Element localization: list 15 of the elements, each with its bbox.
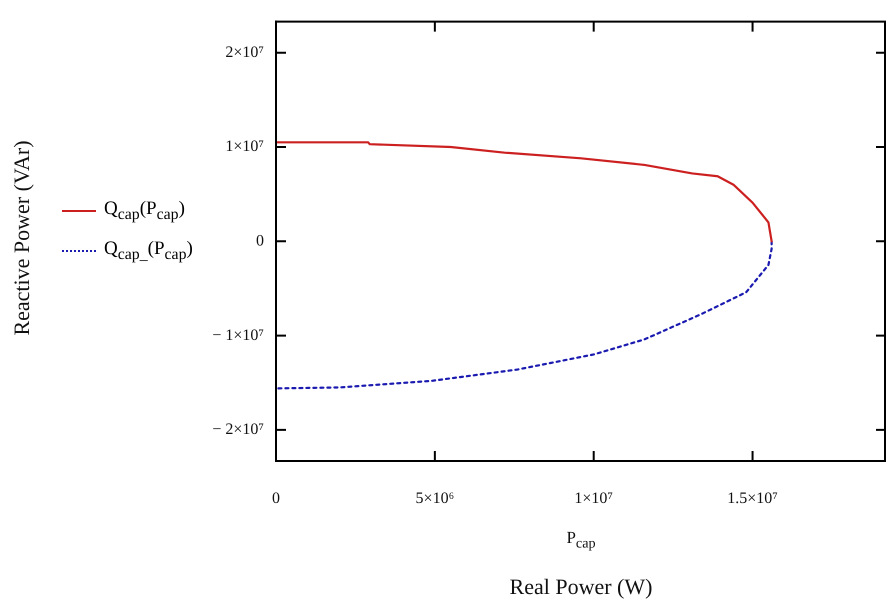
y-tick-label: − 2×10⁷ — [212, 421, 264, 438]
x-axis-title: Real Power (W) — [510, 574, 652, 600]
y-tick-label: 0 — [256, 232, 264, 250]
x-tick-label: 1.5×10⁷ — [727, 490, 778, 507]
legend-label: Q$_{cap_}$(P$_{cap}$) — [104, 238, 193, 264]
x-tick-label: 1×10⁷ — [574, 490, 614, 507]
text: P$_{cap}$ — [566, 528, 596, 552]
legend-label: Q$_{cap}$(P$_{cap}$) — [104, 198, 185, 224]
y-tick-label: 1×10⁷ — [225, 138, 264, 156]
x-tick-label: 5×10⁶ — [416, 490, 454, 507]
x-tick-label: 0 — [272, 490, 280, 507]
y-tick-label: 2×10⁷ — [225, 44, 264, 61]
line-series — [276, 240, 773, 390]
text: Reactive Power (VAr) — [9, 140, 35, 336]
y-tick-label: − 1×10⁷ — [212, 326, 264, 344]
